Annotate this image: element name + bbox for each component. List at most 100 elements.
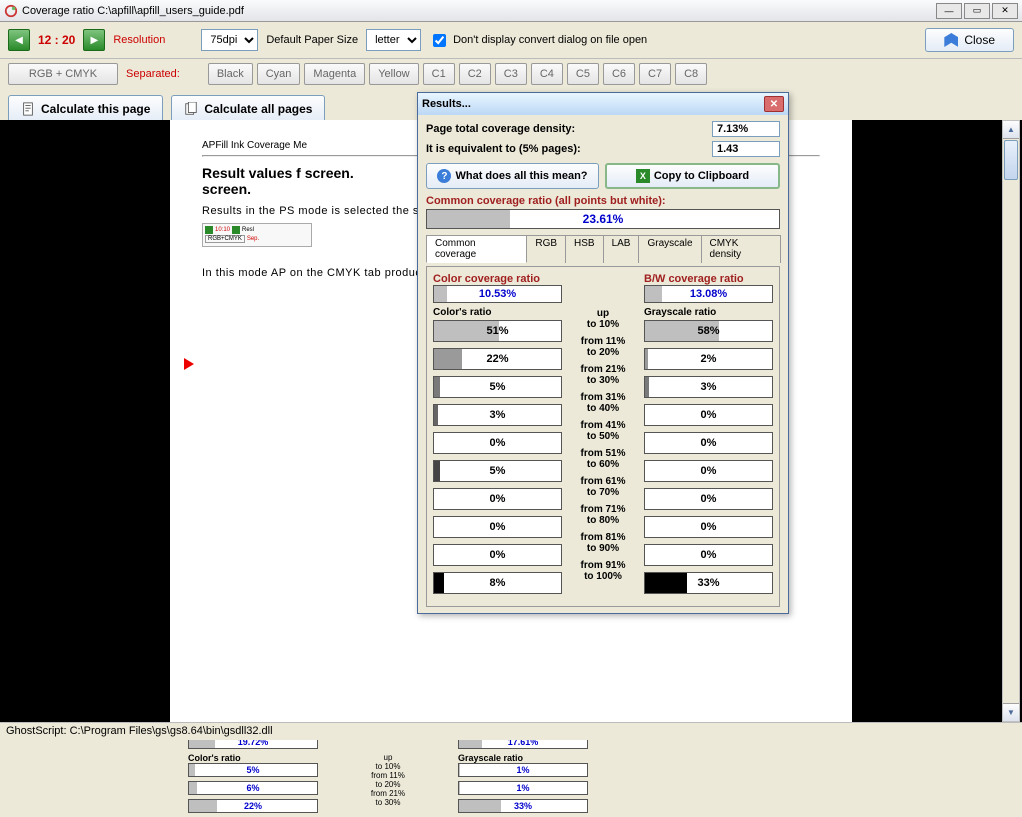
range-label: from 41%to 50% <box>568 417 638 445</box>
ratio-bar: 0% <box>644 404 773 426</box>
range-label: from 61%to 70% <box>568 473 638 501</box>
scroll-thumb[interactable] <box>1004 140 1018 180</box>
ratio-bar: 51% <box>433 320 562 342</box>
copy-clipboard-button[interactable]: X Copy to Clipboard <box>605 163 780 189</box>
color-column: Color coverage ratio 10.53% Color's rati… <box>433 273 562 600</box>
tab-lab[interactable]: LAB <box>603 235 640 263</box>
tab-rgb[interactable]: RGB <box>526 235 566 263</box>
ratio-columns: Color coverage ratio 10.53% Color's rati… <box>433 273 773 600</box>
ratio-bar: 0% <box>433 488 562 510</box>
range-label: from 51%to 60% <box>568 445 638 473</box>
scroll-up-button[interactable]: ▲ <box>1003 121 1019 139</box>
tab-common-coverage[interactable]: Common coverage <box>426 235 527 263</box>
results-dialog: Results... ✕ Page total coverage density… <box>417 92 789 614</box>
paper-select[interactable]: letter <box>366 29 421 51</box>
equiv-value: 1.43 <box>712 141 780 157</box>
ratio-bar: 2% <box>644 348 773 370</box>
convert-dialog-checkbox-label: Don't display convert dialog on file ope… <box>453 34 647 46</box>
range-labels: upto 10%from 11%to 20%from 21%to 30%from… <box>568 273 638 585</box>
range-label: from 11%to 20% <box>568 333 638 361</box>
scroll-down-button[interactable]: ▼ <box>1003 703 1019 721</box>
maximize-button[interactable]: ▭ <box>964 3 990 19</box>
range-label: from 81%to 90% <box>568 529 638 557</box>
range-label: from 31%to 40% <box>568 389 638 417</box>
statusbar: GhostScript: C:\Program Files\gs\gs8.64\… <box>0 722 1022 740</box>
ratio-bar: 33% <box>644 572 773 594</box>
ratio-bar: 0% <box>644 460 773 482</box>
common-ratio-value: 23.61% <box>427 210 779 228</box>
ratio-bar: 5% <box>433 460 562 482</box>
close-button[interactable]: Close <box>925 28 1014 52</box>
right-margin <box>852 120 1022 722</box>
common-ratio-header: Common coverage ratio (all points but wh… <box>426 195 780 207</box>
window-close-button[interactable]: ✕ <box>992 3 1018 19</box>
dialog-buttons: ? What does all this mean? X Copy to Cli… <box>426 163 780 189</box>
range-label: upto 10% <box>568 305 638 333</box>
ratio-bar: 0% <box>433 544 562 566</box>
convert-dialog-checkbox[interactable]: Don't display convert dialog on file ope… <box>429 31 647 50</box>
main-window: Coverage ratio C:\apfill\apfill_users_gu… <box>0 0 1022 740</box>
dpi-select[interactable]: 75dpi <box>201 29 258 51</box>
ratio-bar: 5% <box>433 376 562 398</box>
equiv-row: It is equivalent to (5% pages): 1.43 <box>426 141 780 157</box>
calculate-this-page-button[interactable]: Calculate this page <box>8 95 163 123</box>
tab-cmyk-density[interactable]: CMYK density <box>701 235 782 263</box>
calculate-all-pages-button[interactable]: Calculate all pages <box>171 95 325 123</box>
color-mode-pill[interactable]: RGB + CMYK <box>8 63 118 85</box>
channel-black[interactable]: Black <box>208 63 253 85</box>
color-ratio-value: 10.53% <box>434 286 561 302</box>
dialog-close-button[interactable]: ✕ <box>764 96 784 112</box>
ratio-bar: 22% <box>433 348 562 370</box>
color-ratio-bar: 10.53% <box>433 285 562 303</box>
range-label: from 91%to 100% <box>568 557 638 585</box>
prev-page-button[interactable]: ◀ <box>8 29 30 51</box>
embedded-thumbnail: 10:10Resl RGB+CMYKSep. <box>202 223 312 247</box>
dialog-body: Page total coverage density: 7.13% It is… <box>418 115 788 613</box>
dialog-title: Results... <box>422 98 471 110</box>
ratio-bar: 8% <box>433 572 562 594</box>
channel-c8[interactable]: C8 <box>675 63 707 85</box>
page-icon <box>21 102 35 116</box>
colors-ratio-sub: Color's ratio <box>433 307 562 318</box>
channel-c3[interactable]: C3 <box>495 63 527 85</box>
channel-yellow[interactable]: Yellow <box>369 63 418 85</box>
tab-hsb[interactable]: HSB <box>565 235 604 263</box>
close-button-label: Close <box>964 33 995 47</box>
help-icon: ? <box>437 169 451 183</box>
range-label: from 21%to 30% <box>568 361 638 389</box>
density-row: Page total coverage density: 7.13% <box>426 121 780 137</box>
channel-c2[interactable]: C2 <box>459 63 491 85</box>
bw-ratio-header: B/W coverage ratio <box>644 273 773 285</box>
ratio-bar: 0% <box>644 488 773 510</box>
grayscale-column: B/W coverage ratio 13.08% Grayscale rati… <box>644 273 773 600</box>
ratio-bar: 0% <box>433 516 562 538</box>
toolbar-row2: RGB + CMYK Separated: BlackCyanMagentaYe… <box>0 59 1022 95</box>
page-counter: 12 : 20 <box>38 33 75 47</box>
ratio-bar: 58% <box>644 320 773 342</box>
calculate-this-page-label: Calculate this page <box>41 102 150 116</box>
ratio-bar: 3% <box>433 404 562 426</box>
next-page-button[interactable]: ▶ <box>83 29 105 51</box>
channel-c7[interactable]: C7 <box>639 63 671 85</box>
window-title: Coverage ratio C:\apfill\apfill_users_gu… <box>22 5 934 17</box>
channel-magenta[interactable]: Magenta <box>304 63 365 85</box>
color-bars-list: 51%22%5%3%0%5%0%0%0%8% <box>433 320 562 594</box>
channel-c1[interactable]: C1 <box>423 63 455 85</box>
gray-bars-list: 58%2%3%0%0%0%0%0%0%33% <box>644 320 773 594</box>
channel-c5[interactable]: C5 <box>567 63 599 85</box>
red-arrow-icon <box>184 358 194 370</box>
channel-c4[interactable]: C4 <box>531 63 563 85</box>
help-button[interactable]: ? What does all this mean? <box>426 163 599 189</box>
statusbar-text: GhostScript: C:\Program Files\gs\gs8.64\… <box>6 725 273 737</box>
bw-ratio-bar: 13.08% <box>644 285 773 303</box>
minimize-button[interactable]: — <box>936 3 962 19</box>
resolution-label: Resolution <box>113 34 165 46</box>
channel-cyan[interactable]: Cyan <box>257 63 301 85</box>
channel-c6[interactable]: C6 <box>603 63 635 85</box>
color-ratio-header: Color coverage ratio <box>433 273 562 285</box>
density-label: Page total coverage density: <box>426 123 575 135</box>
tab-grayscale[interactable]: Grayscale <box>638 235 701 263</box>
dialog-titlebar: Results... ✕ <box>418 93 788 115</box>
convert-dialog-checkbox-input[interactable] <box>433 34 446 47</box>
vertical-scrollbar[interactable]: ▲ ▼ <box>1002 120 1020 722</box>
